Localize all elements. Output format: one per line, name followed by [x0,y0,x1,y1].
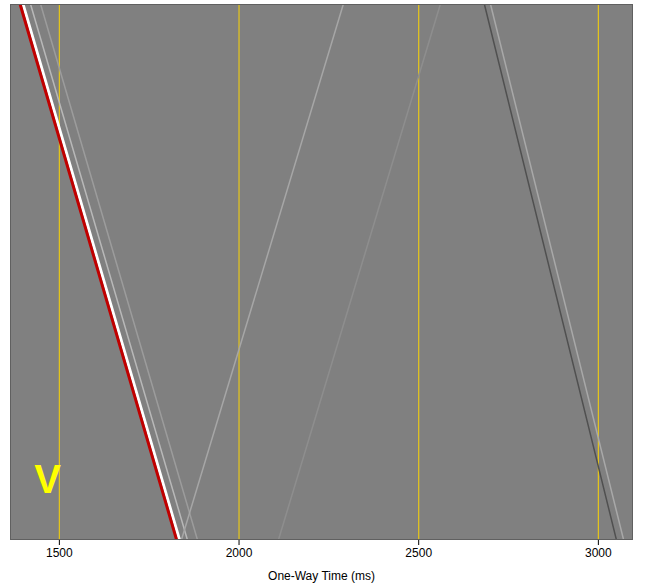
svg-text:3000: 3000 [585,546,612,560]
svg-text:2000: 2000 [226,546,253,560]
svg-text:One-Way Time (ms): One-Way Time (ms) [268,569,375,583]
svg-text:V: V [34,457,61,501]
svg-text:1500: 1500 [46,546,73,560]
svg-text:2500: 2500 [405,546,432,560]
